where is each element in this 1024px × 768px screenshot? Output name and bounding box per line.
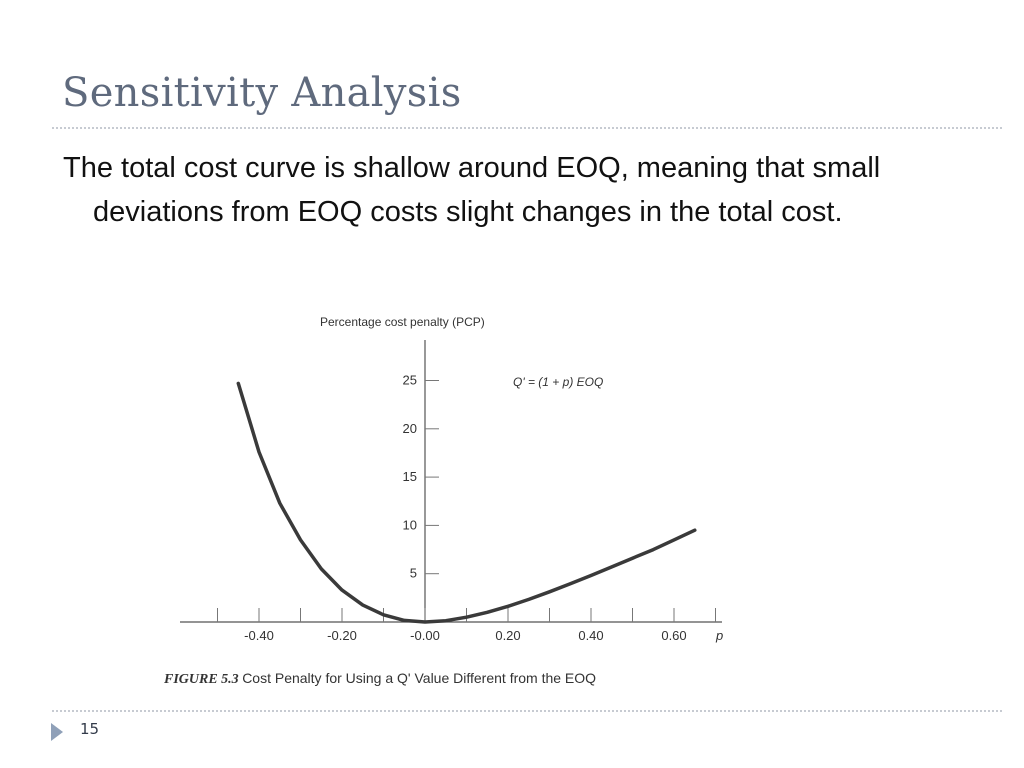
x-tick-label: 0.60 (661, 628, 686, 643)
title-divider (52, 127, 1002, 129)
x-tick-label: -0.20 (327, 628, 357, 643)
triangle-bullet-icon (51, 723, 63, 741)
cost-penalty-curve (236, 381, 697, 624)
body-paragraph: The total cost curve is shallow around E… (63, 152, 881, 228)
y-tick-label: 20 (403, 421, 417, 436)
cost-penalty-chart: -0.40 -0.20 -0.00 0.20 0.40 0.60 5 10 15 20 25 Perc… (163, 315, 723, 687)
y-axis-label: Percentage cost penalty (PCP) (320, 315, 485, 329)
footer-divider (52, 710, 1002, 712)
y-tick-label: 25 (403, 373, 417, 388)
cost-penalty-figure: -0.40 -0.20 -0.00 0.20 0.40 0.60 5 10 15 20 25 Perc… (150, 300, 760, 710)
x-tick-label: -0.00 (410, 628, 440, 643)
slide-title: Sensitivity Analysis (62, 70, 462, 116)
page-number: 15 (80, 720, 100, 738)
figure-caption: FIGURE 5.3 Cost Penalty for Using a Q' V… (163, 670, 596, 687)
y-tick-label: 5 (410, 566, 417, 581)
y-tick-label: 15 (403, 469, 417, 484)
x-tick-label: 0.40 (578, 628, 603, 643)
x-tick-label: -0.40 (244, 628, 274, 643)
y-tick-label: 10 (403, 517, 417, 532)
x-tick-label: 0.20 (495, 628, 520, 643)
formula-annotation: Q' = (1 + p) EOQ (513, 375, 603, 389)
x-axis-label: p (715, 628, 723, 643)
